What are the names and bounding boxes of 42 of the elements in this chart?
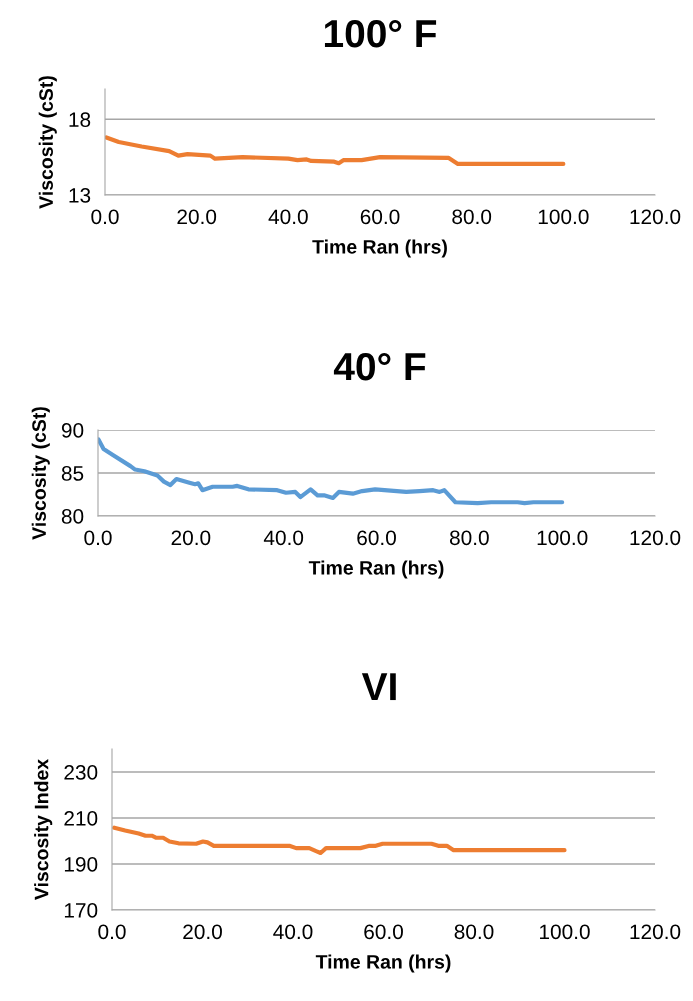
x-tick-label: 120.0 (630, 530, 681, 546)
y-tick-label: 18 (69, 112, 91, 128)
y-tick-label: 190 (64, 857, 98, 872)
x-tick-label: 40.0 (273, 924, 313, 940)
y-axis-title: Viscosity (cSt) (31, 407, 50, 540)
x-tick-label: 120.0 (630, 209, 681, 225)
x-tick-label: 80.0 (449, 530, 489, 546)
x-tick-label: 20.0 (171, 530, 211, 546)
x-tick-label: 80.0 (452, 209, 492, 225)
x-tick-label: 40.0 (263, 530, 304, 546)
y-axis-title: Viscosity Index (34, 759, 53, 900)
y-tick-label: 170 (64, 903, 98, 918)
line-series (105, 135, 566, 167)
x-tick-label: 40.0 (268, 209, 308, 225)
x-tick-label: 20.0 (177, 209, 217, 225)
x-tick-label: 60.0 (364, 924, 403, 940)
chart-title: 100° F (324, 19, 437, 48)
x-axis-title: Time Ran (hrs) (312, 239, 447, 258)
x-tick-label: 100.0 (538, 209, 589, 225)
y-axis-title: Viscosity (cSt) (38, 76, 57, 209)
x-axis-title: Time Ran (hrs) (315, 954, 451, 973)
x-tick-label: 100.0 (540, 924, 590, 940)
x-tick-label: 20.0 (183, 924, 222, 940)
x-tick-label: 0.0 (91, 209, 119, 225)
y-tick-label: 85 (61, 466, 84, 481)
chart-title: VI (361, 673, 396, 701)
x-tick-label: 0.0 (84, 530, 112, 546)
y-tick-label: 90 (61, 423, 84, 438)
chart-title: 40° F (333, 352, 426, 381)
x-tick-label: 60.0 (357, 530, 396, 546)
line-series (112, 825, 567, 856)
x-tick-label: 60.0 (360, 209, 400, 225)
y-tick-label: 13 (69, 188, 91, 203)
y-tick-label: 210 (64, 811, 98, 826)
x-axis-title: Time Ran (hrs) (308, 560, 444, 579)
x-tick-label: 0.0 (98, 924, 126, 940)
line-series (98, 437, 565, 506)
x-tick-label: 80.0 (454, 924, 494, 940)
y-tick-label: 80 (61, 509, 84, 524)
x-tick-label: 120.0 (630, 924, 681, 940)
y-tick-label: 230 (64, 765, 98, 780)
x-tick-label: 100.0 (537, 530, 588, 546)
